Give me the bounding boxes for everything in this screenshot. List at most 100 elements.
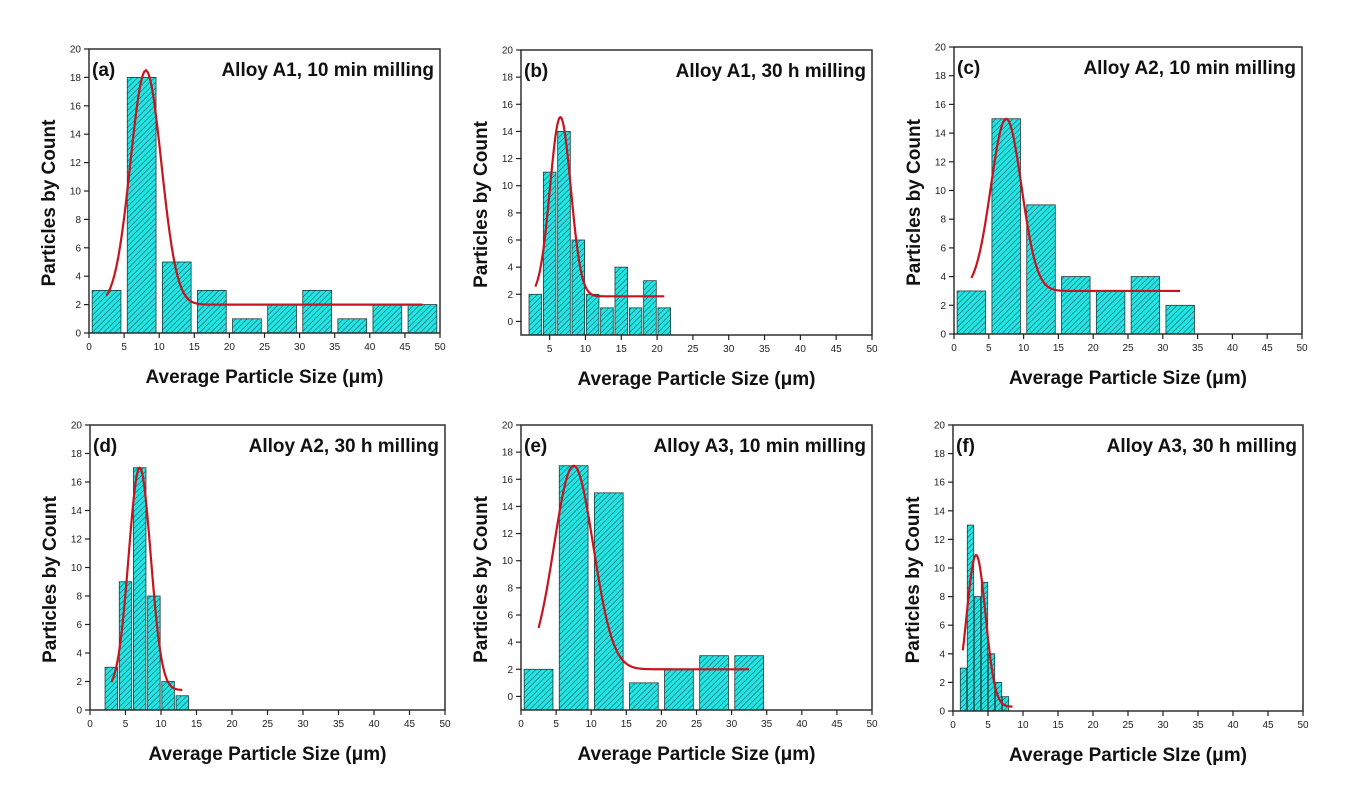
gaussian-fit-line — [537, 464, 750, 671]
y-tick-label: 18 — [70, 73, 82, 84]
y-tick-label: 12 — [71, 535, 83, 546]
x-tick-label: 0 — [87, 719, 93, 730]
histogram-bar — [161, 681, 175, 711]
y-tick-label: 10 — [70, 187, 82, 198]
y-tick-label: 6 — [76, 620, 82, 631]
y-tick-label: 12 — [934, 535, 946, 546]
panel-label: (d) — [93, 436, 117, 457]
x-tick-label: 25 — [691, 719, 703, 730]
histogram-bar — [1061, 276, 1091, 335]
y-tick-label: 4 — [507, 263, 513, 274]
y-tick-label: 14 — [70, 130, 82, 141]
y-tick-label: 10 — [71, 563, 83, 574]
y-tick-label: 4 — [75, 272, 81, 283]
y-tick-label: 2 — [939, 678, 945, 689]
y-tick-label: 14 — [934, 506, 946, 517]
x-tick-label: 10 — [1017, 720, 1029, 731]
y-tick-label: 16 — [71, 478, 83, 489]
x-tick-label: 20 — [656, 719, 668, 730]
histogram-bar — [629, 682, 659, 711]
x-tick-label: 15 — [191, 719, 203, 730]
histogram-bar — [643, 280, 657, 336]
histogram-bar — [956, 290, 987, 335]
x-axis-title: Average Particle SIze (μm) — [1009, 745, 1247, 766]
x-tick-label: 10 — [154, 342, 166, 353]
histogram-bar — [147, 595, 161, 711]
histogram-bar — [593, 492, 624, 711]
x-tick-label: 35 — [1192, 720, 1204, 731]
x-tick-label: 40 — [364, 342, 376, 353]
histogram-bar — [175, 695, 189, 711]
y-tick-label: 4 — [507, 638, 513, 649]
y-tick-label: 20 — [935, 43, 947, 54]
x-axis-title: Average Particle Size (μm) — [578, 744, 816, 765]
x-tick-label: 25 — [687, 344, 699, 355]
x-tick-label: 15 — [616, 344, 628, 355]
gaussian-fit-line — [961, 553, 1013, 708]
x-tick-label: 30 — [294, 342, 306, 353]
y-tick-label: 6 — [507, 236, 513, 247]
x-tick-label: 50 — [434, 342, 446, 353]
x-tick-label: 30 — [1157, 720, 1169, 731]
histogram-bar — [1165, 304, 1195, 335]
x-tick-label: 0 — [950, 720, 956, 731]
panel-title: Alloy A3, 10 min milling — [653, 436, 866, 457]
panel-title: Alloy A2, 10 min milling — [1083, 58, 1296, 79]
x-tick-label: 15 — [189, 342, 201, 353]
x-tick-label: 30 — [1157, 343, 1169, 354]
panel-title: Alloy A3, 30 h milling — [1107, 436, 1297, 457]
x-tick-label: 50 — [1296, 343, 1308, 354]
chart-panel-a: 0 5 10 15 20 25 30 35 40 45 50 0 2 4 6 8 10 12 14 16 18 20 (a)… — [39, 45, 446, 389]
y-tick-label: 18 — [502, 448, 514, 459]
y-axis-title: Particles by Count — [471, 120, 492, 287]
y-tick-label: 8 — [507, 583, 513, 594]
x-tick-label: 10 — [580, 344, 592, 355]
gaussian-fit-line — [970, 117, 1181, 293]
y-tick-label: 10 — [935, 186, 947, 197]
y-tick-label: 14 — [502, 127, 514, 138]
histogram-bar — [699, 655, 729, 711]
y-tick-label: 10 — [502, 181, 514, 192]
x-tick-label: 50 — [1297, 720, 1309, 731]
histogram-bar — [664, 668, 694, 711]
x-tick-label: 25 — [1122, 343, 1134, 354]
histogram-bar — [1095, 290, 1126, 335]
y-tick-label: 14 — [71, 506, 83, 517]
y-tick-label: 18 — [71, 449, 83, 460]
x-tick-label: 45 — [1262, 720, 1274, 731]
chart-panel-d: 0 5 10 15 20 25 30 35 40 45 50 0 2 4 6 8 10 12 14 16 18 20 (d)… — [40, 421, 451, 766]
x-tick-label: 20 — [226, 719, 238, 730]
y-axis-title: Particles by Count — [903, 496, 924, 663]
y-tick-label: 8 — [507, 208, 513, 219]
histogram-bar — [232, 318, 262, 334]
gaussian-fit-line — [105, 68, 423, 306]
x-tick-label: 10 — [586, 719, 598, 730]
histogram-bar — [523, 668, 554, 711]
panel-title: Alloy A2, 30 h milling — [249, 436, 439, 457]
y-tick-label: 14 — [502, 502, 514, 513]
x-axis-title: Average Particle Size (μm) — [146, 367, 384, 388]
x-tick-label: 50 — [866, 344, 878, 355]
y-tick-label: 2 — [75, 300, 81, 311]
x-tick-label: 20 — [1087, 720, 1099, 731]
x-tick-label: 25 — [262, 719, 274, 730]
x-tick-label: 20 — [1088, 343, 1100, 354]
x-tick-label: 0 — [86, 342, 92, 353]
y-tick-label: 0 — [940, 330, 946, 341]
histogram-bar — [133, 467, 147, 711]
y-tick-label: 12 — [935, 157, 947, 168]
x-tick-label: 20 — [652, 344, 664, 355]
x-tick-label: 0 — [518, 719, 524, 730]
x-tick-label: 10 — [155, 719, 167, 730]
x-tick-label: 40 — [795, 344, 807, 355]
y-tick-label: 10 — [502, 556, 514, 567]
chart-panel-c: 0 5 10 15 20 25 30 35 40 45 50 0 2 4 6 8 10 12 14 16 18 20 (c)… — [904, 43, 1308, 390]
histogram-bar — [585, 293, 600, 336]
y-tick-label: 10 — [934, 564, 946, 575]
chart-panel-f: 0 5 10 15 20 25 30 35 40 45 50 0 2 4 6 8 10 12 14 16 18 20 (f)… — [903, 421, 1309, 767]
y-tick-label: 8 — [76, 592, 82, 603]
y-tick-label: 8 — [940, 215, 946, 226]
x-axis-title: Average Particle Size (μm) — [578, 369, 816, 390]
histogram-bar — [337, 318, 368, 334]
